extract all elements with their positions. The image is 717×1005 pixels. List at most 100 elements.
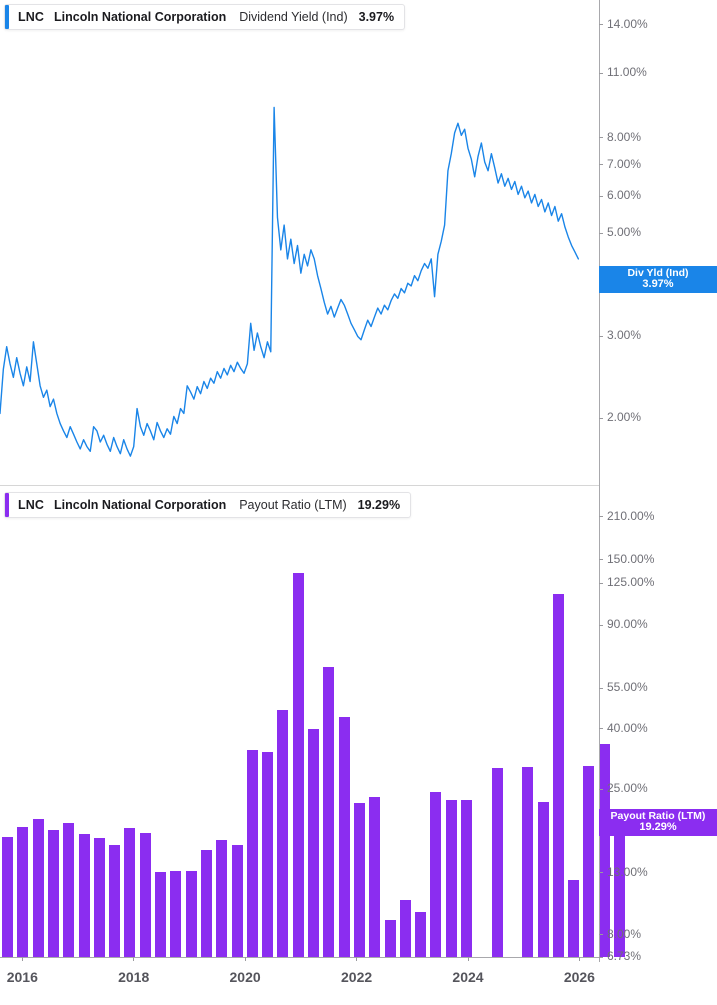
tick-label: 150.00% (607, 551, 655, 566)
bar[interactable] (614, 822, 625, 957)
legend-company-name: Lincoln National Corporation (54, 10, 227, 24)
tick-mark (21, 957, 23, 961)
tick-label: 3.00% (607, 328, 642, 343)
bar[interactable] (308, 728, 319, 957)
bar[interactable] (47, 830, 59, 957)
x-axis-line (0, 957, 599, 958)
bar[interactable] (552, 593, 564, 957)
payout-ratio-bar-series (0, 505, 625, 957)
bar[interactable] (139, 832, 151, 957)
tick-mark (599, 559, 603, 561)
bar[interactable] (369, 797, 381, 957)
tick-mark (599, 687, 603, 689)
tick-mark (599, 624, 603, 626)
legend-chip-dividend-yield[interactable]: LNC Lincoln National Corporation Dividen… (4, 4, 406, 30)
tick-label: 2024 (452, 969, 484, 985)
tick-label: 13.00% (607, 864, 648, 879)
legend-company-name: Lincoln National Corporation (54, 498, 227, 512)
tick-label: 2016 (6, 969, 38, 985)
tick-label: 11.00% (607, 65, 647, 80)
tick-mark (599, 872, 603, 874)
bar[interactable] (231, 844, 243, 957)
badge-label: Payout Ratio (LTM) (610, 809, 706, 822)
bar[interactable] (200, 850, 212, 957)
tick-mark (599, 934, 603, 936)
dividend-yield-current-value-badge[interactable]: Div Yld (Ind) 3.97% (599, 266, 717, 294)
tick-mark (599, 335, 603, 337)
payout-ratio-current-value-badge[interactable]: Payout Ratio (LTM) 19.29% (599, 808, 717, 836)
bar[interactable] (246, 749, 258, 957)
bar[interactable] (93, 838, 105, 957)
tick-mark (244, 957, 246, 961)
bar[interactable] (2, 836, 13, 957)
bar[interactable] (399, 900, 411, 957)
legend-ticker: LNC (18, 10, 44, 24)
tick-mark (133, 957, 135, 961)
tick-mark (599, 232, 603, 234)
bar[interactable] (415, 911, 427, 957)
legend-metric-value: 19.29% (357, 498, 401, 512)
tick-label: 7.00% (607, 156, 642, 171)
bar[interactable] (461, 800, 472, 957)
bar[interactable] (185, 870, 197, 957)
bar[interactable] (292, 573, 304, 957)
tick-label: 2020 (229, 969, 261, 985)
bar[interactable] (109, 844, 121, 957)
bar[interactable] (430, 791, 442, 957)
legend-color-swatch-purple (5, 493, 9, 517)
bar[interactable] (445, 800, 457, 957)
legend-chip-payout-ratio[interactable]: LNC Lincoln National Corporation Payout … (4, 492, 412, 518)
panel-divider (0, 485, 599, 486)
legend-color-swatch-blue (5, 5, 9, 29)
badge-value: 3.97% (642, 278, 674, 291)
bar[interactable] (598, 744, 610, 957)
bar[interactable] (216, 839, 228, 957)
bar[interactable] (491, 767, 503, 957)
bar[interactable] (262, 752, 274, 957)
bar[interactable] (124, 828, 136, 957)
bar[interactable] (338, 716, 350, 957)
legend-metric-name: Dividend Yield (Ind) (239, 10, 348, 24)
bar[interactable] (522, 766, 534, 957)
bar[interactable] (277, 709, 289, 957)
bar[interactable] (78, 834, 90, 957)
tick-label: 25.00% (607, 781, 648, 795)
tick-mark (599, 164, 603, 166)
tick-mark (599, 728, 603, 730)
tick-mark (599, 195, 603, 197)
badge-value: 19.29% (639, 820, 677, 833)
tick-mark (599, 137, 603, 139)
bar[interactable] (17, 826, 29, 957)
bar[interactable] (537, 802, 549, 957)
dividend-yield-plot-area (0, 0, 599, 486)
tick-label: 8.00% (607, 129, 642, 144)
tick-label: 55.00% (607, 680, 648, 695)
tick-mark (599, 788, 603, 790)
tick-mark (599, 417, 603, 419)
bar[interactable] (353, 802, 365, 957)
tick-label: 6.73% (607, 949, 642, 963)
tick-label: 14.00% (607, 16, 648, 31)
tick-label: 2026 (563, 969, 595, 985)
dividend-yield-panel: LNC Lincoln National Corporation Dividen… (0, 0, 717, 486)
tick-mark (467, 957, 469, 961)
bar[interactable] (568, 879, 580, 957)
bar[interactable] (155, 871, 166, 957)
dividend-yield-y-axis-line (599, 0, 600, 486)
tick-label: 125.00% (607, 575, 655, 589)
bar[interactable] (384, 919, 396, 957)
tick-label: 8.00% (607, 926, 642, 941)
bar[interactable] (583, 765, 595, 957)
tick-mark (356, 957, 358, 961)
bar[interactable] (323, 666, 335, 957)
bar[interactable] (63, 822, 75, 957)
tick-label: 2018 (118, 969, 150, 985)
tick-mark (599, 956, 603, 958)
tick-mark (599, 24, 603, 26)
bar[interactable] (170, 870, 182, 957)
tick-mark (599, 516, 603, 518)
payout-ratio-y-axis-line (599, 486, 600, 962)
bar[interactable] (32, 818, 44, 957)
tick-mark (578, 957, 580, 961)
